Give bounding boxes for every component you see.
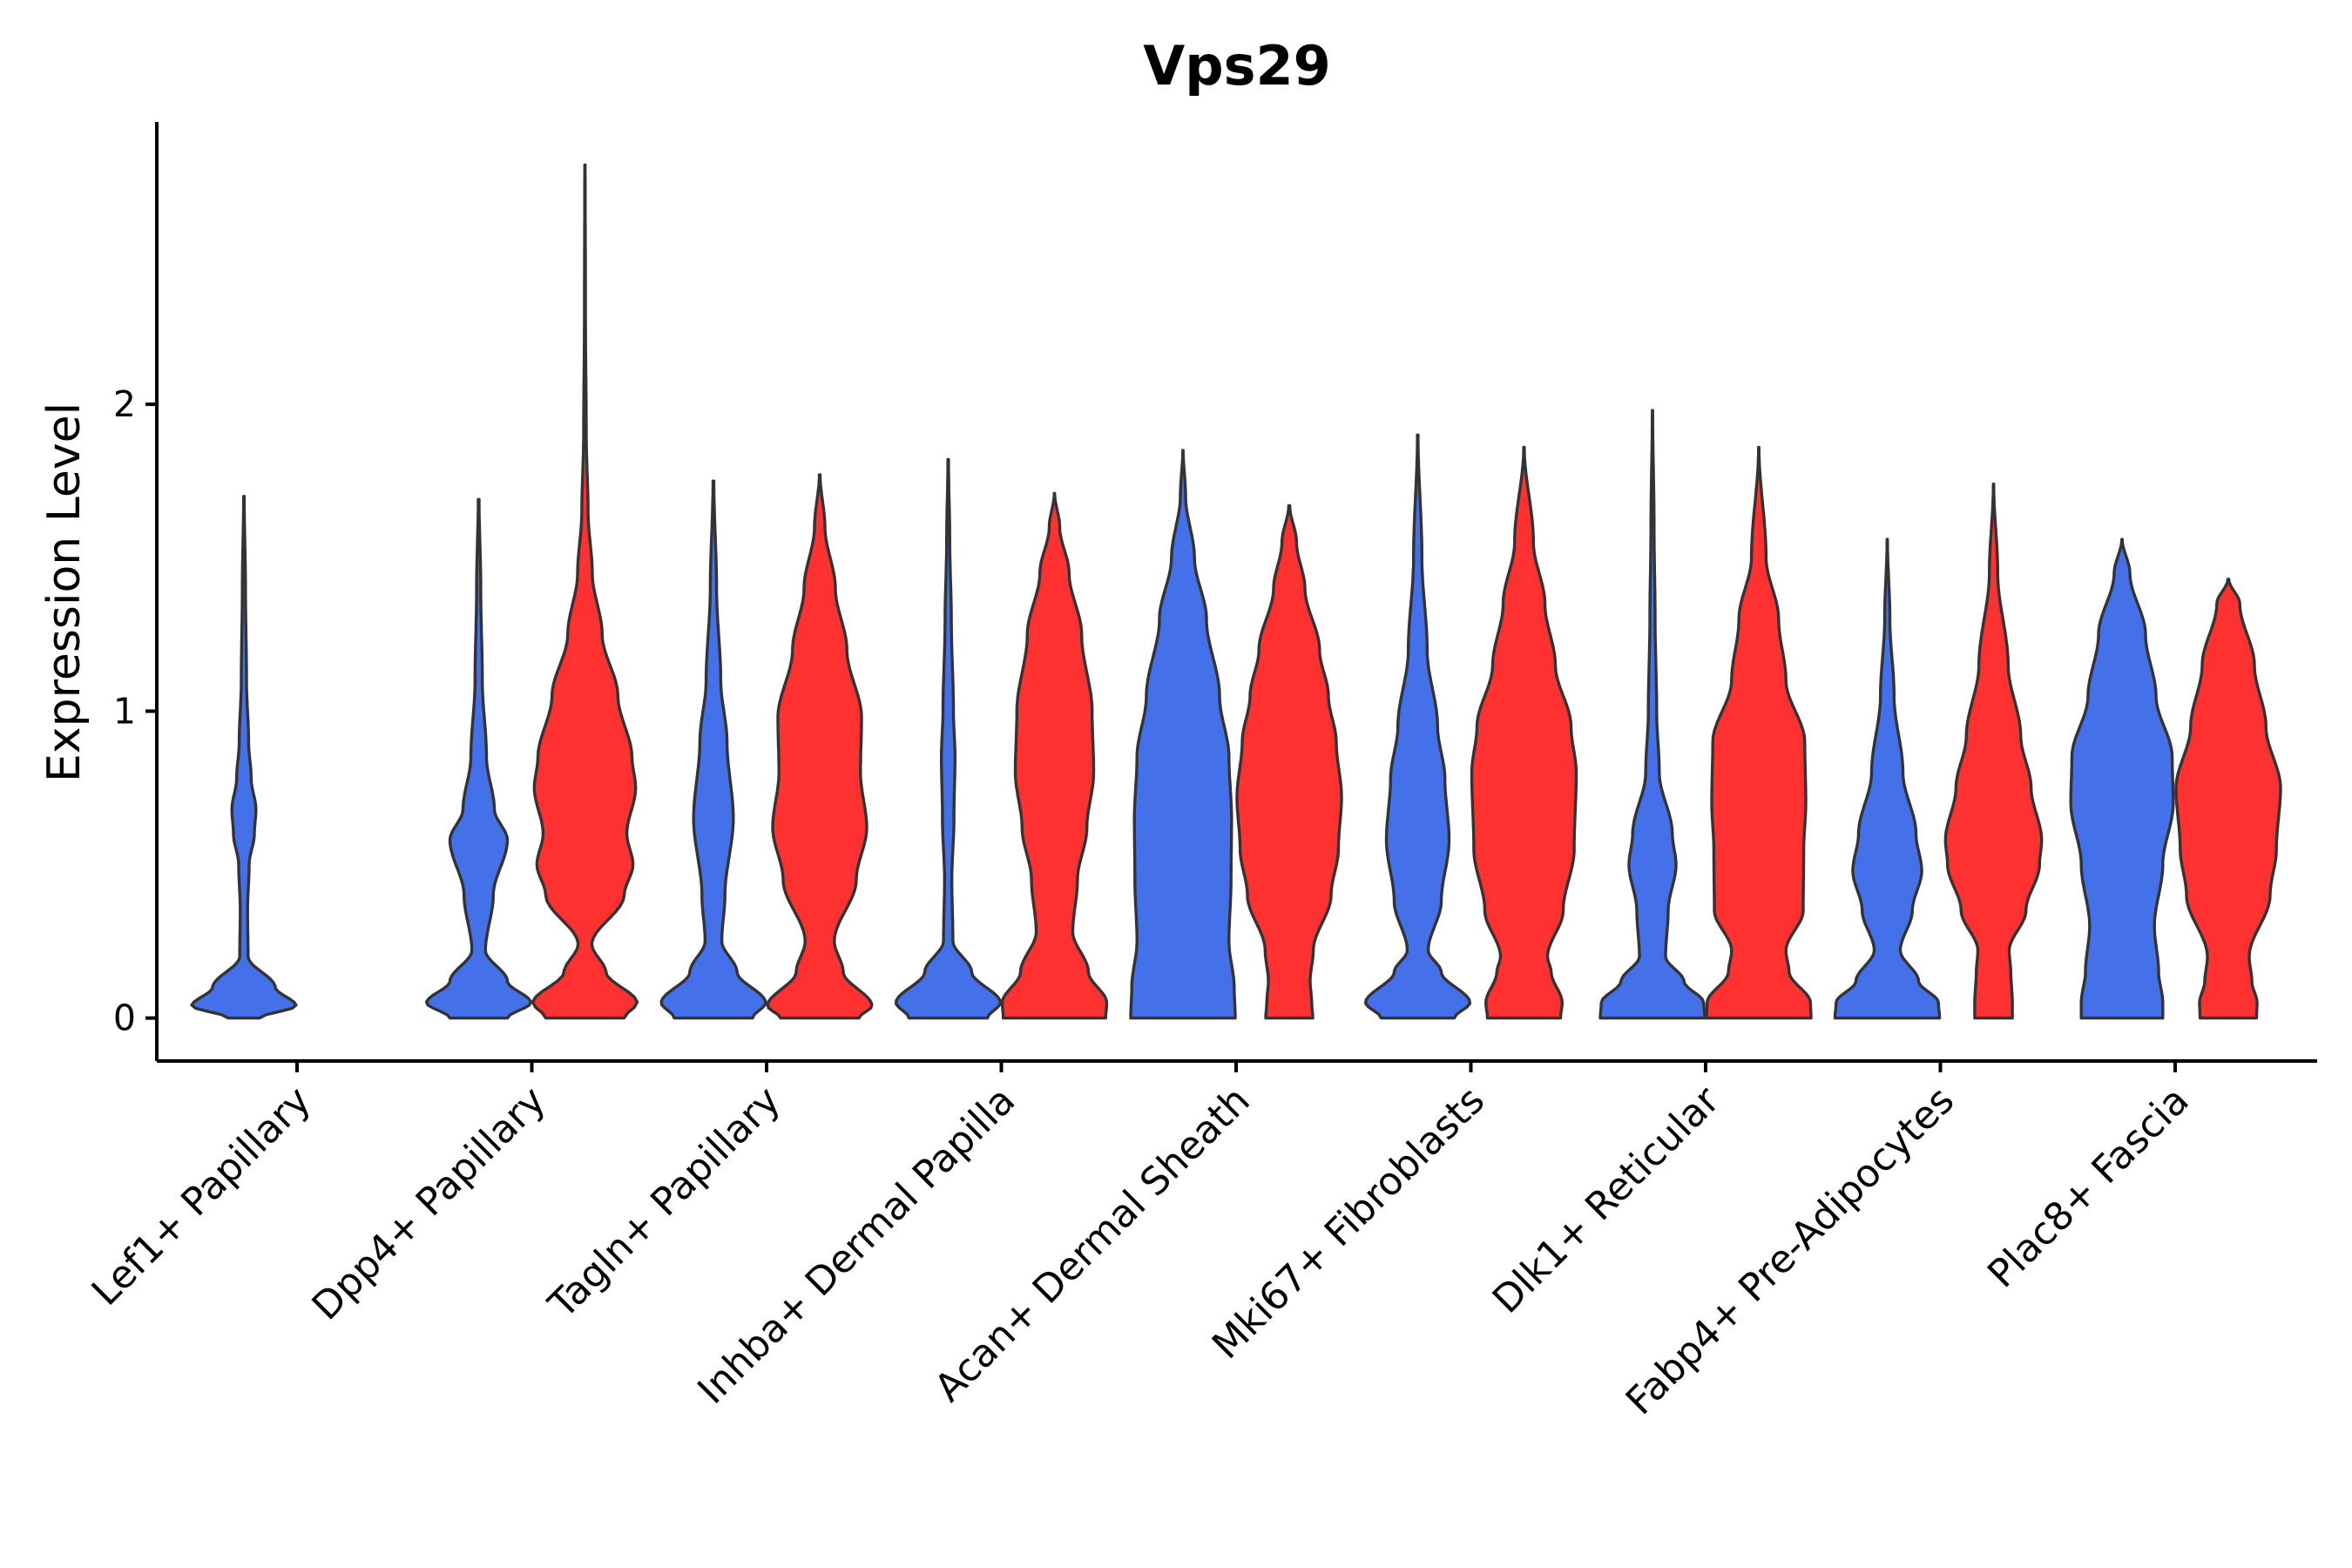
violin-mki67-fibroblasts-red (1470, 445, 1578, 1020)
y-tick-label: 0 (113, 997, 136, 1039)
chart-title: Vps29 (1143, 34, 1331, 98)
x-tick-label-dlk1-reticular: Dlk1+ Reticular (1484, 1078, 1729, 1322)
violin-fabp4-pre-adipocytes-blue (1833, 537, 1942, 1020)
violin-dlk1-reticular-red (1705, 445, 1813, 1020)
x-tick-label-mki67-fibroblasts: Mki67+ Fibroblasts (1204, 1078, 1493, 1368)
violin-acan-dermal-sheath-red (1235, 504, 1343, 1020)
violin-plac8-fascia-blue (2069, 537, 2175, 1020)
violin-group (190, 163, 2282, 1020)
violin-tagln-papillary-red (766, 473, 874, 1020)
y-tick-label: 2 (113, 383, 136, 425)
violin-inhba-dermal-papilla-blue (895, 457, 1002, 1020)
violin-fabp4-pre-adipocytes-red (1943, 483, 2044, 1020)
x-tick-label-plac8-fascia: Plac8+ Fascia (1979, 1078, 2198, 1297)
violin-lef1-papillary-blue (190, 495, 298, 1020)
violin-dpp4-papillary-red (531, 163, 639, 1020)
violin-dpp4-papillary-blue (424, 497, 533, 1020)
violin-mki67-fibroblasts-blue (1363, 433, 1472, 1020)
violin-plac8-fascia-red (2174, 578, 2282, 1020)
y-tick-label: 1 (113, 690, 136, 732)
x-tick-label-tagln-papillary: Tagln+ Papillary (540, 1078, 789, 1328)
violin-acan-dermal-sheath-blue (1129, 449, 1237, 1020)
violin-dlk1-reticular-blue (1598, 409, 1707, 1020)
x-tick-label-dpp4-papillary: Dpp4+ Papillary (304, 1078, 555, 1329)
violin-inhba-dermal-papilla-red (1000, 491, 1109, 1020)
violin-tagln-papillary-blue (659, 479, 767, 1020)
x-tick-label-lef1-papillary: Lef1+ Papillary (84, 1078, 320, 1315)
y-axis-label: Expression Level (38, 402, 91, 782)
